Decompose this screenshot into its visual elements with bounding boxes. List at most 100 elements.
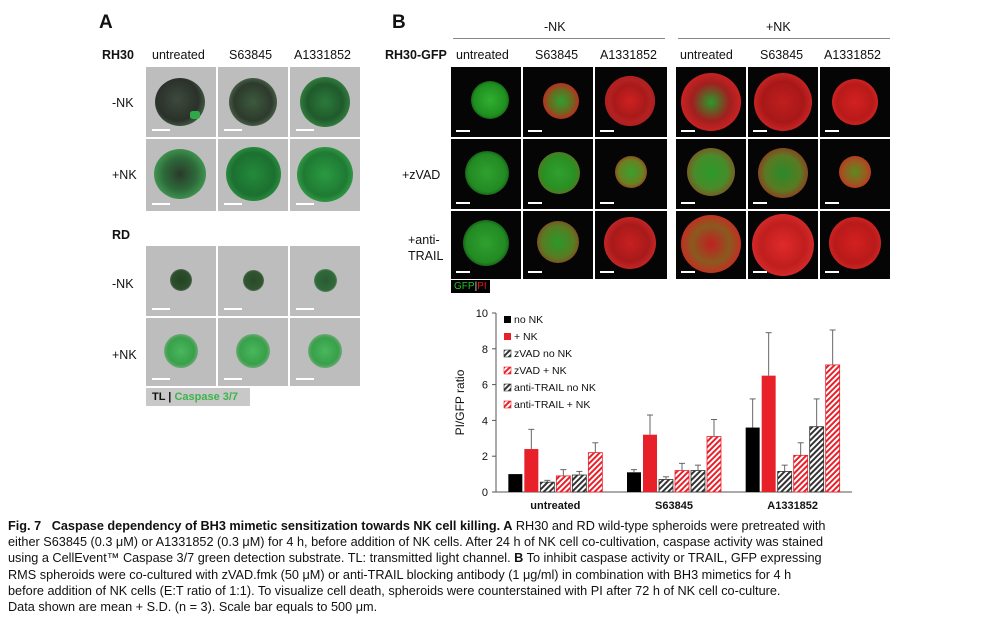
b-group-plus-nk-line bbox=[678, 38, 890, 39]
b-trail-a1331852-minus-nk-image bbox=[595, 211, 667, 279]
caption-text-3a: using a CellEvent™ Caspase 3/7 green det… bbox=[8, 551, 511, 566]
b-trail-s63845-minus-nk-image bbox=[523, 211, 593, 279]
bar bbox=[809, 426, 825, 493]
bar bbox=[524, 449, 539, 492]
a-rd-s63845-minus-nk-image bbox=[218, 246, 288, 316]
b-zvad-s63845-plus-nk-image bbox=[748, 139, 818, 209]
channel-separator: | bbox=[165, 391, 175, 403]
y-tick-label: 8 bbox=[482, 344, 488, 356]
b-zvad-s63845-minus-nk-image bbox=[523, 139, 593, 209]
bar bbox=[571, 474, 587, 493]
b-untreated-plus-nk-image bbox=[676, 67, 746, 137]
bar bbox=[539, 481, 555, 493]
caption-line-2: either S63845 (0.3 μM) or A1331852 (0.3 … bbox=[8, 535, 824, 550]
caption-line-4: RMS spheroids were co-cultured with zVAD… bbox=[8, 567, 792, 582]
y-tick-label: 4 bbox=[482, 415, 488, 427]
b-col-untreated-1: untreated bbox=[456, 48, 509, 62]
bar bbox=[508, 474, 523, 492]
b-zvad-a1331852-minus-nk-image bbox=[595, 139, 667, 209]
b-col-a1331852-1: A1331852 bbox=[600, 48, 658, 62]
a-rh30-untreated-minus-nk-image bbox=[146, 67, 216, 137]
b-zvad-a1331852-plus-nk-image bbox=[820, 139, 890, 209]
panel-b-letter: B bbox=[392, 12, 406, 33]
bar bbox=[555, 475, 571, 493]
bar bbox=[745, 427, 760, 492]
gfp-label: GFP bbox=[454, 281, 475, 292]
b-trail-a1331852-plus-nk-image bbox=[820, 211, 890, 279]
bar bbox=[674, 470, 690, 493]
bar bbox=[793, 454, 809, 493]
pi-gfp-bar-chart: 0 2 4 6 8 10 PI/GFP ratio untreated S63845 A13318… bbox=[453, 308, 852, 512]
legend-swatch bbox=[503, 349, 512, 358]
b-row-zvad: +zVAD bbox=[402, 168, 441, 182]
bar bbox=[658, 479, 674, 493]
legend-label: zVAD no NK bbox=[514, 348, 572, 360]
a-rd-row-minus-nk: -NK bbox=[112, 277, 134, 291]
panel-a-letter: A bbox=[99, 12, 113, 33]
bar bbox=[627, 472, 641, 492]
b-trail-untreated-minus-nk-image bbox=[451, 211, 521, 279]
gfp-pi-separator: | bbox=[474, 281, 478, 292]
rd-label: RD bbox=[112, 228, 131, 242]
b-col-s63845-1: S63845 bbox=[535, 48, 579, 62]
a-rh30-s63845-plus-nk-image bbox=[218, 139, 288, 211]
a-rd-s63845-plus-nk-image bbox=[218, 318, 288, 386]
b-col-s63845-2: S63845 bbox=[760, 48, 804, 62]
caspase-label: Caspase 3/7 bbox=[174, 391, 239, 403]
a-col-a1331852: A1331852 bbox=[294, 48, 352, 62]
b-s63845-minus-nk-image bbox=[523, 67, 593, 137]
a-col-s63845: S63845 bbox=[229, 48, 273, 62]
legend-label: zVAD + NK bbox=[514, 365, 567, 377]
rh30-label: RH30 bbox=[102, 48, 134, 62]
a-rd-a1331852-minus-nk-image bbox=[290, 246, 360, 316]
caption-text-3c: To inhibit caspase activity or TRAIL, GF… bbox=[523, 551, 822, 566]
figure-caption: Fig. 7 Caspase dependency of BH3 mimetic… bbox=[8, 518, 983, 615]
bar bbox=[690, 470, 706, 493]
caption-line-5: before addition of NK cells (E:T ratio o… bbox=[8, 583, 781, 598]
legend-label: no NK bbox=[514, 314, 543, 326]
a-rh30-s63845-minus-nk-image bbox=[218, 67, 288, 137]
b-zvad-untreated-plus-nk-image bbox=[676, 139, 746, 209]
caption-title: Caspase dependency of BH3 mimetic sensit… bbox=[51, 519, 501, 533]
legend-label: + NK bbox=[514, 331, 538, 343]
legend-swatch bbox=[504, 333, 511, 340]
a-rh30-untreated-plus-nk-image bbox=[146, 139, 216, 211]
b-row-anti-trail: +anti- TRAIL bbox=[408, 233, 444, 263]
legend-label: anti-TRAIL no NK bbox=[514, 382, 596, 394]
a-col-untreated: untreated bbox=[152, 48, 205, 62]
pi-label: PI bbox=[477, 281, 487, 292]
bar bbox=[587, 452, 603, 493]
bar bbox=[706, 436, 722, 493]
y-tick-label: 10 bbox=[476, 308, 488, 320]
a-rh30-a1331852-plus-nk-image bbox=[290, 139, 360, 211]
legend-swatch bbox=[503, 400, 512, 409]
bar bbox=[777, 471, 793, 493]
b-s63845-plus-nk-image bbox=[748, 67, 818, 137]
x-category-label: untreated bbox=[530, 500, 580, 512]
legend-swatch bbox=[503, 366, 512, 375]
a-rd-untreated-plus-nk-image bbox=[146, 318, 216, 386]
y-axis-label: PI/GFP ratio bbox=[453, 369, 467, 435]
x-category-label: A1331852 bbox=[767, 500, 818, 512]
rh30-gfp-label: RH30-GFP bbox=[385, 48, 447, 62]
b-col-untreated-2: untreated bbox=[680, 48, 733, 62]
a-rh30-a1331852-minus-nk-image bbox=[290, 67, 360, 137]
b-zvad-untreated-minus-nk-image bbox=[451, 139, 521, 209]
y-tick-label: 0 bbox=[482, 487, 488, 499]
legend-swatch bbox=[504, 316, 511, 323]
legend-label: anti-TRAIL + NK bbox=[514, 399, 590, 411]
y-tick-label: 2 bbox=[482, 451, 488, 463]
a-rh30-row-minus-nk: -NK bbox=[112, 96, 134, 110]
tl-label: TL bbox=[152, 391, 166, 403]
a-rh30-row-plus-nk: +NK bbox=[112, 168, 137, 182]
b-a1331852-minus-nk-image bbox=[595, 67, 667, 137]
b-col-a1331852-2: A1331852 bbox=[824, 48, 882, 62]
caption-a-marker: A bbox=[500, 519, 513, 533]
y-tick-label: 6 bbox=[482, 380, 488, 392]
caption-fig-number: Fig. 7 bbox=[8, 519, 42, 533]
b-a1331852-plus-nk-image bbox=[820, 67, 890, 137]
b-group-minus-nk: -NK bbox=[544, 20, 566, 34]
caption-line-6: Data shown are mean + S.D. (n = 3). Scal… bbox=[8, 600, 378, 615]
b-group-plus-nk: +NK bbox=[766, 20, 791, 34]
x-category-label: S63845 bbox=[655, 500, 693, 512]
